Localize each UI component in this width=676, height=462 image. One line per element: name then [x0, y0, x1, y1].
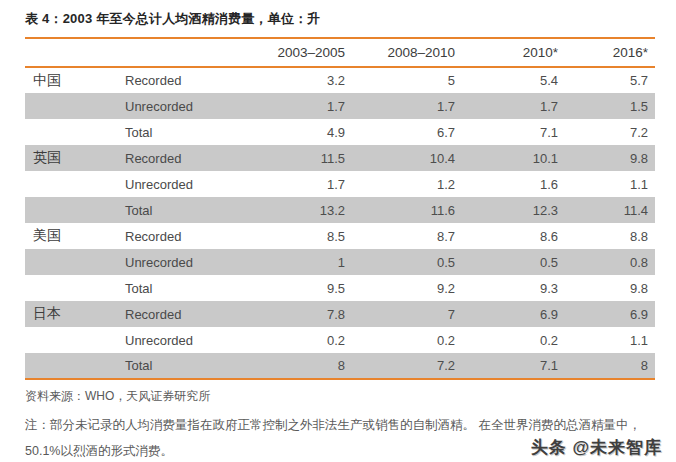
value-cell: 0.8 — [565, 249, 655, 275]
table-row: Unrecorded1.71.21.61.1 — [25, 171, 655, 197]
category-cell: Unrecorded — [120, 171, 260, 197]
table-row: 英国Recorded11.510.410.19.8 — [25, 145, 655, 171]
table-row: Total13.211.612.311.4 — [25, 197, 655, 223]
value-cell: 1.1 — [565, 327, 655, 353]
category-cell: Recorded — [120, 145, 260, 171]
category-cell: Recorded — [120, 223, 260, 249]
country-cell: 英国 — [25, 145, 120, 171]
value-cell: 10.1 — [462, 145, 565, 171]
category-cell: Recorded — [120, 301, 260, 327]
value-cell: 5.7 — [565, 67, 655, 93]
value-cell: 9.5 — [260, 275, 352, 301]
table-row: 日本Recorded7.876.96.9 — [25, 301, 655, 327]
value-cell: 10.4 — [352, 145, 462, 171]
table-row: Total4.96.77.17.2 — [25, 119, 655, 145]
watermark: 头条 @未来智库 — [531, 436, 662, 459]
category-cell: Total — [120, 353, 260, 379]
table-row: Unrecorded10.50.50.8 — [25, 249, 655, 275]
value-cell: 8 — [260, 353, 352, 379]
category-header-empty — [120, 38, 260, 67]
value-cell: 13.2 — [260, 197, 352, 223]
value-cell: 8.7 — [352, 223, 462, 249]
table-row: Total9.59.29.39.8 — [25, 275, 655, 301]
country-cell — [25, 275, 120, 301]
value-cell: 7.2 — [352, 353, 462, 379]
category-cell: Unrecorded — [120, 93, 260, 119]
value-cell: 0.2 — [260, 327, 352, 353]
country-cell — [25, 327, 120, 353]
table-title: 表 4：2003 年至今总计人均酒精消费量，单位：升 — [25, 10, 655, 28]
table-body: 中国Recorded3.255.45.7Unrecorded1.71.71.71… — [25, 67, 655, 379]
data-source-note: 资料来源：WHO，天风证券研究所 — [25, 388, 655, 405]
value-cell: 8.5 — [260, 223, 352, 249]
value-cell: 4.9 — [260, 119, 352, 145]
value-cell: 9.2 — [352, 275, 462, 301]
value-cell: 1.6 — [462, 171, 565, 197]
column-header-2008-2010: 2008–2010 — [352, 38, 462, 67]
value-cell: 12.3 — [462, 197, 565, 223]
alcohol-consumption-table: 2003–2005 2008–2010 2010* 2016* 中国Record… — [25, 37, 655, 380]
table-row: 中国Recorded3.255.45.7 — [25, 67, 655, 93]
country-header-empty — [25, 38, 120, 67]
value-cell: 7.2 — [565, 119, 655, 145]
value-cell: 1.7 — [260, 93, 352, 119]
value-cell: 9.8 — [565, 145, 655, 171]
value-cell: 6.7 — [352, 119, 462, 145]
country-cell: 中国 — [25, 67, 120, 93]
value-cell: 11.6 — [352, 197, 462, 223]
category-cell: Recorded — [120, 67, 260, 93]
value-cell: 7.8 — [260, 301, 352, 327]
value-cell: 8.6 — [462, 223, 565, 249]
value-cell: 3.2 — [260, 67, 352, 93]
value-cell: 6.9 — [565, 301, 655, 327]
value-cell: 11.4 — [565, 197, 655, 223]
country-cell — [25, 353, 120, 379]
value-cell: 0.5 — [352, 249, 462, 275]
value-cell: 5 — [352, 67, 462, 93]
category-cell: Total — [120, 197, 260, 223]
value-cell: 1.1 — [565, 171, 655, 197]
report-table-page: 表 4：2003 年至今总计人均酒精消费量，单位：升 2003–2005 200… — [0, 0, 676, 462]
table-row: Unrecorded0.20.20.21.1 — [25, 327, 655, 353]
category-cell: Unrecorded — [120, 249, 260, 275]
value-cell: 1.5 — [565, 93, 655, 119]
value-cell: 6.9 — [462, 301, 565, 327]
country-cell: 美国 — [25, 223, 120, 249]
value-cell: 8.8 — [565, 223, 655, 249]
category-cell: Unrecorded — [120, 327, 260, 353]
table-header: 2003–2005 2008–2010 2010* 2016* — [25, 38, 655, 67]
country-cell — [25, 93, 120, 119]
value-cell: 0.2 — [462, 327, 565, 353]
table-row: Unrecorded1.71.71.71.5 — [25, 93, 655, 119]
value-cell: 7.1 — [462, 353, 565, 379]
country-cell — [25, 119, 120, 145]
header-row: 2003–2005 2008–2010 2010* 2016* — [25, 38, 655, 67]
value-cell: 1.7 — [260, 171, 352, 197]
country-cell — [25, 197, 120, 223]
value-cell: 7.1 — [462, 119, 565, 145]
table-row: Total87.27.18 — [25, 353, 655, 379]
value-cell: 11.5 — [260, 145, 352, 171]
value-cell: 9.3 — [462, 275, 565, 301]
value-cell: 0.2 — [352, 327, 462, 353]
value-cell: 1.7 — [352, 93, 462, 119]
column-header-2010: 2010* — [462, 38, 565, 67]
value-cell: 1.2 — [352, 171, 462, 197]
value-cell: 1 — [260, 249, 352, 275]
value-cell: 8 — [565, 353, 655, 379]
country-cell — [25, 171, 120, 197]
value-cell: 5.4 — [462, 67, 565, 93]
category-cell: Total — [120, 119, 260, 145]
country-cell — [25, 249, 120, 275]
country-cell: 日本 — [25, 301, 120, 327]
value-cell: 9.8 — [565, 275, 655, 301]
value-cell: 0.5 — [462, 249, 565, 275]
column-header-2003-2005: 2003–2005 — [260, 38, 352, 67]
category-cell: Total — [120, 275, 260, 301]
table-row: 美国Recorded8.58.78.68.8 — [25, 223, 655, 249]
value-cell: 7 — [352, 301, 462, 327]
column-header-2016: 2016* — [565, 38, 655, 67]
value-cell: 1.7 — [462, 93, 565, 119]
